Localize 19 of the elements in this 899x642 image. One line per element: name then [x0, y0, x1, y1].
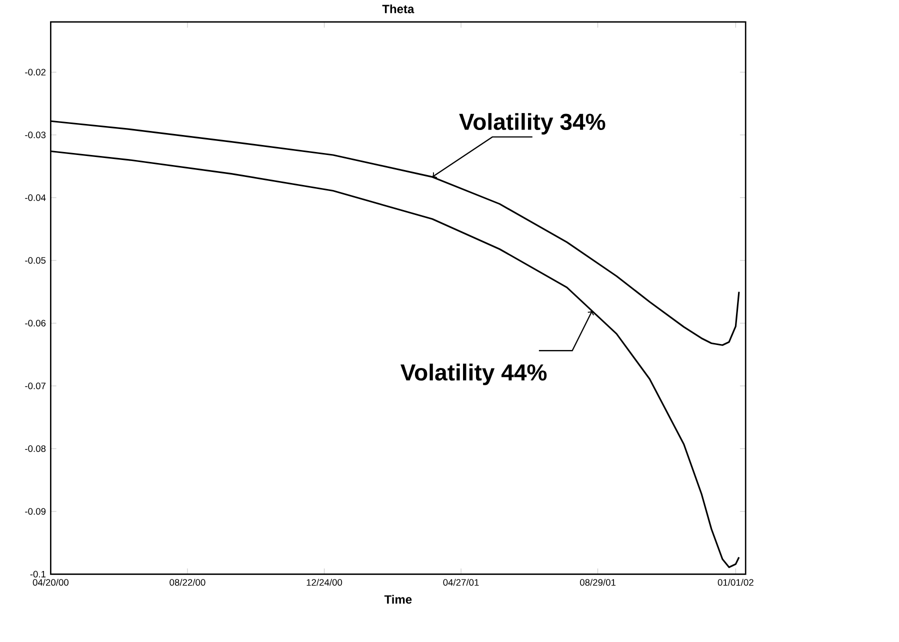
x-tick-label: 08/29/01 — [580, 578, 616, 586]
y-tick-label: -0.09 — [25, 508, 46, 515]
x-tick-label: 04/27/01 — [443, 578, 479, 586]
x-tick-label: 01/01/02 — [718, 578, 754, 586]
x-tick-label: 04/20/00 — [32, 578, 68, 586]
y-tick-label: -0.03 — [25, 132, 46, 138]
chart-title: Theta — [382, 4, 414, 14]
y-tick-label: -0.06 — [25, 320, 46, 326]
y-tick-label: -0.07 — [25, 382, 46, 390]
y-tick-label: -0.1 — [30, 570, 46, 578]
x-tick-label: 08/22/00 — [170, 578, 206, 586]
y-tick-label: -0.08 — [25, 445, 46, 452]
annotation: Volatility 34% — [459, 112, 606, 134]
x-tick-label: 12/24/00 — [306, 578, 342, 586]
annotation: Volatility 44% — [400, 364, 547, 386]
x-axis-title: Time — [384, 594, 412, 604]
y-tick-label: -0.05 — [25, 257, 46, 264]
y-tick-label: -0.02 — [25, 68, 46, 76]
y-tick-label: -0.04 — [25, 194, 46, 201]
